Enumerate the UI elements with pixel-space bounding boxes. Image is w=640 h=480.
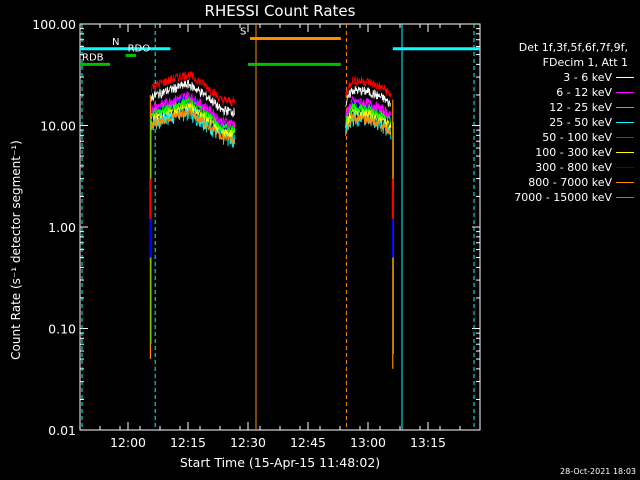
x-tick-label: 13:00 xyxy=(350,435,386,450)
series-line xyxy=(151,71,236,107)
x-tick-label: 12:15 xyxy=(170,435,206,450)
legend-item: 7000 - 15000 keV xyxy=(478,190,634,205)
series-line xyxy=(345,106,392,129)
series-line xyxy=(150,91,236,128)
legend-item-swatch xyxy=(616,196,634,199)
y-tick-label: 0.01 xyxy=(48,423,76,438)
generation-timestamp: 28-Oct-2021 18:03 xyxy=(560,467,636,476)
legend-item: 12 - 25 keV xyxy=(478,100,634,115)
legend-item-label: 3 - 6 keV xyxy=(563,71,612,84)
legend-header-line-2: FDecim 1, Att 1 xyxy=(542,56,628,69)
legend-item-swatch xyxy=(616,151,634,154)
x-axis-label: Start Time (15-Apr-15 11:48:02) xyxy=(180,455,380,470)
legend-header-line-1: Det 1f,3f,5f,6f,7f,9f, xyxy=(518,41,628,54)
state-bar-label: RDO xyxy=(128,43,151,54)
series-line xyxy=(345,95,392,119)
legend-item-swatch xyxy=(616,76,634,79)
legend-item: 3 - 6 keV xyxy=(478,70,634,85)
state-bar-label: RDB xyxy=(82,52,104,63)
x-tick-label: 12:00 xyxy=(110,435,146,450)
state-bar-label: N xyxy=(112,37,119,48)
legend-item-label: 800 - 7000 keV xyxy=(528,176,612,189)
x-tick-label: 13:15 xyxy=(410,435,446,450)
legend-item-swatch xyxy=(616,136,634,139)
y-tick-label: 100.00 xyxy=(32,17,76,32)
legend-item-swatch xyxy=(616,121,634,124)
series-line xyxy=(150,108,236,144)
legend-item: 25 - 50 keV xyxy=(478,115,634,130)
legend-item: 300 - 800 keV xyxy=(478,160,634,175)
state-bar-label: S xyxy=(240,26,246,37)
series-line xyxy=(345,85,392,108)
legend-item: 50 - 100 keV xyxy=(478,130,634,145)
series-line xyxy=(345,108,392,140)
x-tick-label: 12:30 xyxy=(230,435,266,450)
legend-item-label: 300 - 800 keV xyxy=(535,161,612,174)
legend-item-swatch xyxy=(616,91,634,94)
chart-title: RHESSI Count Rates xyxy=(205,2,356,20)
legend-item: 6 - 12 keV xyxy=(478,85,634,100)
y-tick-label: 1.00 xyxy=(48,220,76,235)
legend-item-swatch xyxy=(616,106,634,109)
y-tick-label: 0.10 xyxy=(48,322,76,337)
y-axis-label: Count Rate (s⁻¹ detector segment⁻¹) xyxy=(9,140,23,360)
y-tick-label: 10.00 xyxy=(40,119,76,134)
series-line xyxy=(345,76,392,98)
legend-item-label: 100 - 300 keV xyxy=(535,146,612,159)
series-line xyxy=(150,79,236,118)
x-tick-label: 12:45 xyxy=(290,435,326,450)
plot-frame xyxy=(79,23,481,431)
legend-item-swatch xyxy=(616,166,634,169)
legend-item-swatch xyxy=(616,181,634,184)
legend-item-label: 7000 - 15000 keV xyxy=(514,191,612,204)
legend-item-label: 6 - 12 keV xyxy=(556,86,612,99)
legend-item: 800 - 7000 keV xyxy=(478,175,634,190)
legend-item-label: 50 - 100 keV xyxy=(542,131,612,144)
legend: Det 1f,3f,5f,6f,7f,9f, FDecim 1, Att 1 3… xyxy=(478,40,634,205)
legend-item-label: 12 - 25 keV xyxy=(549,101,612,114)
legend-item: 100 - 300 keV xyxy=(478,145,634,160)
legend-item-label: 25 - 50 keV xyxy=(549,116,612,129)
